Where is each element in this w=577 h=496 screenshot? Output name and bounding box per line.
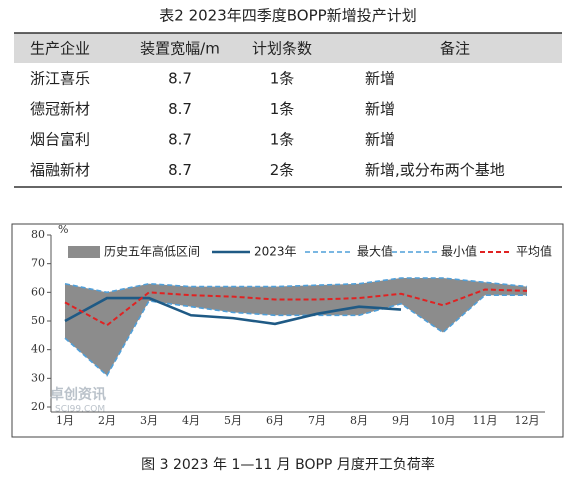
y-tick-label: 40: [31, 343, 45, 356]
legend-label: 最小值: [441, 244, 477, 259]
table-cell: 烟台富利: [30, 131, 90, 149]
series-line: [64, 296, 402, 326]
table-cell: 8.7: [168, 100, 192, 118]
range-band: [65, 278, 527, 376]
x-tick-label: 9月: [392, 414, 410, 427]
table-title: 表2 2023年四季度BOPP新增投产计划: [159, 7, 416, 25]
table-cell: 8.7: [168, 131, 192, 149]
x-tick-label: 11月: [473, 414, 498, 427]
x-tick-label: 12月: [515, 414, 540, 427]
legend-label: 最大值: [357, 244, 393, 259]
table-cell: 新增: [365, 100, 395, 118]
x-tick-label: 10月: [431, 414, 456, 427]
table-cell: 德冠新材: [30, 100, 90, 118]
table-cell: 8.7: [168, 70, 192, 88]
y-tick-label: 50: [31, 314, 45, 327]
table-cell: 1条: [270, 70, 295, 88]
chart: % 20 30 40 50 60 70 80 1月 2月 3月 4月 5月 6月 7月 8月 9月 10月 11月 1…: [31, 223, 552, 427]
x-tick-label: 1月: [56, 414, 74, 427]
caption: 图 3 2023 年 1—11 月 BOPP 月度开工负荷率: [141, 456, 435, 473]
y-tick-label: 30: [31, 371, 45, 384]
series-line: [64, 277, 528, 294]
table-header-cell: 装置宽幅/m: [140, 40, 220, 58]
x-tick-label: 4月: [182, 414, 200, 427]
x-tick-label: 6月: [266, 414, 284, 427]
x-tick-label: 3月: [140, 414, 158, 427]
table-header-cell: 计划条数: [252, 40, 312, 58]
x-tick-label: 8月: [350, 414, 368, 427]
table-cell: 福融新材: [30, 161, 90, 179]
table-cell: 2条: [270, 161, 295, 179]
series-line: [64, 294, 527, 377]
legend-label: 历史五年高低区间: [104, 244, 200, 259]
chart-frame: [11, 223, 564, 438]
table-header-cell: 生产企业: [30, 40, 90, 58]
table-cell: 新增,或分布两个基地: [365, 161, 505, 179]
y-tick-label: 70: [31, 257, 45, 270]
table-cell: 1条: [270, 100, 295, 118]
x-tick-label: 2月: [98, 414, 116, 427]
table-cell: 8.7: [168, 161, 192, 179]
legend-swatch: [68, 246, 100, 258]
table-cell: 新增: [365, 131, 395, 149]
table-header-bg: [14, 33, 562, 63]
legend-label: 2023年: [254, 245, 297, 259]
watermark: 卓创资讯: [50, 386, 106, 403]
y-tick-label: 60: [31, 285, 45, 298]
table-cell: 新增: [365, 70, 395, 88]
x-tick-label: 7月: [308, 414, 326, 427]
table-header-cell: 备注: [440, 40, 470, 58]
y-unit: %: [58, 223, 68, 236]
legend-label: 平均值: [516, 244, 552, 259]
series-line: [64, 288, 528, 327]
watermark-site: SCI99.COM: [55, 405, 105, 415]
x-tick-label: 5月: [224, 414, 242, 427]
y-tick-label: 80: [31, 228, 45, 241]
table-cell: 1条: [270, 131, 295, 149]
table-cell: 浙江喜乐: [30, 70, 90, 88]
y-tick-label: 20: [31, 400, 45, 413]
